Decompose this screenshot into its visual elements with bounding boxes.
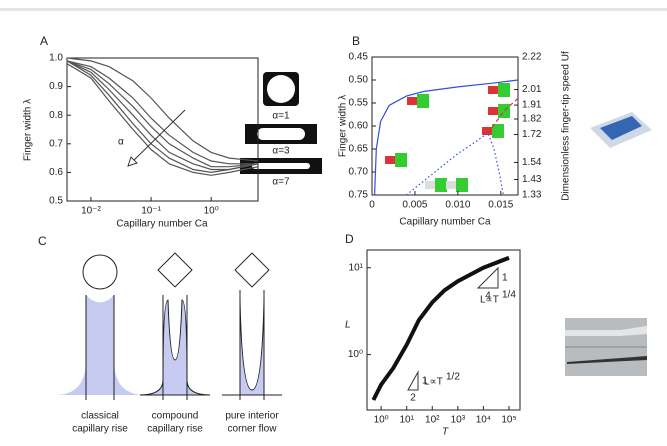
plot-frame xyxy=(366,249,521,411)
y-tick-label: 0.45 xyxy=(349,52,369,63)
caption: compound xyxy=(152,411,199,422)
finger-icons xyxy=(385,83,510,192)
shape-label: α=3 xyxy=(272,146,290,157)
x-tick-label: 10⁰ xyxy=(204,206,219,217)
plot-frame xyxy=(66,57,259,202)
data-line xyxy=(66,60,258,165)
slope-rise: 1 xyxy=(502,273,508,284)
y2-tick-label: 1.43 xyxy=(522,174,542,185)
caption: classical xyxy=(81,411,119,422)
annotation-arrow xyxy=(127,109,186,167)
y2-tick-label: 1.82 xyxy=(522,114,542,125)
data-line xyxy=(66,63,259,176)
y-tick-label: 0.50 xyxy=(349,75,369,86)
slope-rise: 1 xyxy=(422,376,428,387)
arrow-head xyxy=(127,156,138,167)
data-line xyxy=(406,131,504,196)
y-tick-label: 0.8 xyxy=(49,110,63,121)
slope-run: 2 xyxy=(410,393,416,404)
slope-label-sup: 1/4 xyxy=(502,290,516,301)
x-tick-label: 10⁰ xyxy=(374,415,389,426)
panel-letter: A xyxy=(40,34,48,48)
photo-cell xyxy=(590,112,652,148)
y-tick-label: 0.70 xyxy=(349,167,369,178)
data-line xyxy=(66,60,259,171)
y-tick-label: 0.5 xyxy=(49,196,63,207)
y-axis-label: Finger width λ xyxy=(23,99,34,161)
y-tick-label: 0.6 xyxy=(49,167,63,178)
slope-label-sup: 1/2 xyxy=(446,372,460,383)
caption: capillary rise xyxy=(147,424,203,435)
x-tick-label: 0.010 xyxy=(445,200,470,211)
shape-label: α=1 xyxy=(272,111,290,122)
data-line xyxy=(487,97,519,134)
y-tick-label: 10⁰ xyxy=(348,349,363,360)
y-tick-label: 0.55 xyxy=(349,98,369,109)
x-axis-label: Capillary number Ca xyxy=(399,217,491,228)
data-line xyxy=(66,57,259,162)
y2-tick-label: 2.01 xyxy=(522,84,542,95)
y2-tick-label: 1.54 xyxy=(522,157,542,168)
x-tick-label: 0.015 xyxy=(488,200,513,211)
photo-tube xyxy=(565,318,647,376)
x-axis-label: T xyxy=(442,427,449,438)
slope-triangle xyxy=(407,370,419,391)
y-tick-label: 0.9 xyxy=(49,81,63,92)
slope-label: L∝T xyxy=(424,377,443,388)
capillary-diagrams xyxy=(55,252,282,400)
panel-letter: D xyxy=(345,232,354,246)
inset-shapes xyxy=(240,72,322,174)
panel-letter: B xyxy=(352,34,360,48)
y-tick-label: 0.65 xyxy=(349,144,369,155)
y2-tick-label: 1.72 xyxy=(522,129,542,140)
slope-triangle xyxy=(476,266,499,289)
y2-tick-label: 1.33 xyxy=(522,190,542,201)
annotation: α xyxy=(118,137,124,148)
slope-label: L∝T xyxy=(480,295,499,306)
data-line xyxy=(371,255,510,401)
caption: corner flow xyxy=(228,424,278,435)
x-tick-label: 10³ xyxy=(451,415,466,426)
y-tick-label: 1.0 xyxy=(49,53,63,64)
y-axis-label: L xyxy=(345,320,351,331)
x-tick-label: 10⁻¹ xyxy=(141,206,161,217)
y2-axis-label: Dimensionless finger-tip speed Uf xyxy=(561,51,572,201)
x-tick-label: 10⁻² xyxy=(81,206,101,217)
y2-tick-label: 1.91 xyxy=(522,100,542,111)
top-bar xyxy=(0,8,667,11)
x-tick-label: 10⁴ xyxy=(476,415,491,426)
y-tick-label: 0.60 xyxy=(349,121,369,132)
shape-label: α=7 xyxy=(272,177,290,188)
x-axis-label: Capillary number Ca xyxy=(116,219,208,230)
x-tick-label: 0 xyxy=(369,200,375,211)
x-tick-label: 10² xyxy=(425,415,440,426)
y-axis-label: Finger width λ xyxy=(338,95,349,157)
x-tick-label: 10⁵ xyxy=(501,415,516,426)
y-tick-label: 0.7 xyxy=(49,138,63,149)
data-line xyxy=(66,60,259,168)
x-tick-label: 10¹ xyxy=(399,415,414,426)
x-tick-label: 0.005 xyxy=(402,200,427,211)
y2-tick-label: 2.22 xyxy=(522,52,542,63)
data-line xyxy=(66,60,259,174)
slope-run: 4 xyxy=(485,291,491,302)
caption: capillary rise xyxy=(72,424,128,435)
y-tick-label: 10¹ xyxy=(349,262,364,273)
panel-letter: C xyxy=(38,234,47,248)
y-tick-label: 0.75 xyxy=(349,190,369,201)
data-line xyxy=(374,79,519,196)
caption: pure interior xyxy=(225,411,279,422)
